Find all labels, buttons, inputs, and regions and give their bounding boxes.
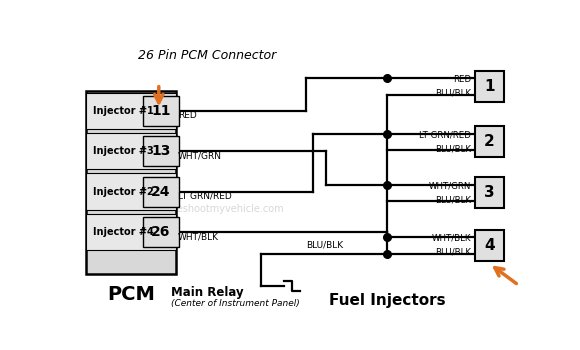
Bar [86,173,176,210]
Text: 3: 3 [484,186,495,201]
Text: BLU/BLK: BLU/BLK [435,89,471,98]
Text: 24: 24 [151,184,171,198]
Text: LT GRN/RED: LT GRN/RED [419,130,471,139]
Text: LT GRN/RED: LT GRN/RED [178,192,232,201]
Text: 1: 1 [484,79,495,94]
Text: BLU/BLK: BLU/BLK [435,248,471,257]
Text: 26 Pin PCM Connector: 26 Pin PCM Connector [138,49,277,62]
Text: RED: RED [453,75,471,84]
Text: WHT/GRN: WHT/GRN [429,181,471,190]
Text: Injector #4: Injector #4 [93,227,154,237]
Text: BLU/BLK: BLU/BLK [306,240,343,250]
Bar [86,214,176,250]
Text: RED: RED [178,111,197,120]
Text: (Center of Instrument Panel): (Center of Instrument Panel) [172,299,300,308]
Text: troubleshootmyvehicle.com: troubleshootmyvehicle.com [148,204,284,214]
Text: 26: 26 [151,225,171,239]
Text: Fuel Injectors: Fuel Injectors [329,293,445,308]
Text: Injector #3: Injector #3 [93,146,154,156]
Text: WHT/GRN: WHT/GRN [178,152,222,161]
Bar [143,96,179,126]
Text: 13: 13 [151,144,171,158]
Text: WHT/BLK: WHT/BLK [432,234,471,243]
Text: 11: 11 [151,104,171,118]
Bar [143,136,179,166]
Bar [143,217,179,247]
Text: Injector #1: Injector #1 [93,106,154,116]
Text: Injector #2: Injector #2 [93,187,154,197]
Text: Main Relay: Main Relay [172,286,244,299]
Text: PCM: PCM [107,285,155,303]
Bar [475,71,504,102]
Bar [86,91,176,274]
Text: 4: 4 [484,238,495,253]
Bar [475,126,504,157]
Bar [86,133,176,169]
Text: WHT/BLK: WHT/BLK [178,232,219,241]
Bar [475,230,504,261]
Bar [86,92,176,129]
Bar [143,177,179,206]
Bar [475,177,504,208]
Text: BLU/BLK: BLU/BLK [435,144,471,153]
Text: BLU/BLK: BLU/BLK [435,195,471,204]
Text: 2: 2 [484,134,495,149]
